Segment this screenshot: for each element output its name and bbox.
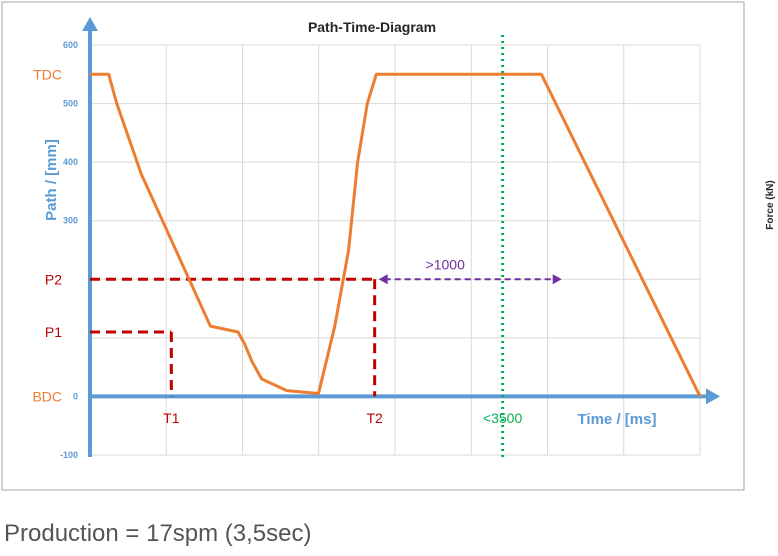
- time-label: <3500: [483, 410, 523, 426]
- chart-title: Path-Time-Diagram: [308, 19, 436, 35]
- y-tick-labels: 600 500 400 300 0 -100: [60, 40, 78, 460]
- annotation-labels: TDC P2 P1 BDC T1 T2 <3500 >1000: [32, 66, 522, 426]
- y-axis-label: Path / [mm]: [43, 139, 60, 221]
- x-axis-label: Time / [ms]: [578, 411, 657, 428]
- axes: [82, 17, 720, 457]
- y-tick-label: 300: [63, 216, 78, 226]
- y-tick-label: -100: [60, 450, 78, 460]
- y-tick-label: 0: [73, 391, 78, 401]
- production-caption: Production = 17spm (3,5sec): [4, 520, 312, 547]
- y-tick-label: 600: [63, 40, 78, 50]
- y-axis-arrow: [82, 17, 98, 31]
- level-label: P2: [45, 271, 62, 287]
- y-tick-label: 400: [63, 157, 78, 167]
- range-arrow-head-right: [552, 274, 562, 285]
- range-arrow-head-left: [378, 274, 388, 285]
- guide-lines: [90, 35, 562, 460]
- level-label: BDC: [32, 388, 62, 404]
- level-label: TDC: [33, 66, 62, 82]
- level-label: P1: [45, 324, 62, 340]
- y-tick-label: 500: [63, 99, 78, 109]
- x-axis-arrow: [706, 388, 720, 405]
- range-label: >1000: [426, 256, 466, 272]
- series: [89, 72, 702, 398]
- secondary-y-axis-label: Force (kN): [765, 180, 776, 229]
- time-label: T2: [366, 410, 383, 426]
- time-label: T1: [163, 410, 180, 426]
